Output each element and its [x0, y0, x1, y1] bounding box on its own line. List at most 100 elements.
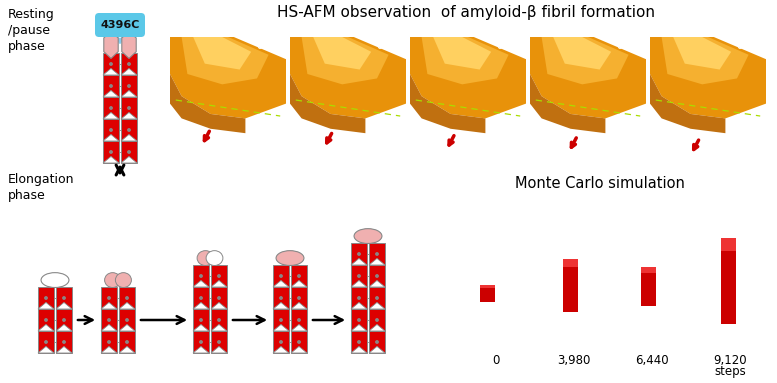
Circle shape	[743, 218, 747, 226]
Polygon shape	[291, 303, 307, 309]
Bar	[273, 287, 289, 309]
Polygon shape	[121, 134, 137, 141]
Circle shape	[45, 319, 47, 321]
Polygon shape	[650, 37, 766, 118]
Circle shape	[474, 218, 478, 226]
Text: Elongation
phase: Elongation phase	[8, 173, 75, 202]
Circle shape	[110, 107, 112, 109]
Circle shape	[562, 214, 566, 222]
Circle shape	[740, 330, 744, 338]
Circle shape	[731, 288, 735, 296]
Bar	[211, 331, 227, 353]
Bar	[56, 331, 72, 353]
Polygon shape	[661, 37, 748, 84]
Bar	[119, 287, 135, 309]
Polygon shape	[121, 90, 137, 97]
Circle shape	[549, 218, 552, 226]
Circle shape	[580, 260, 584, 268]
Polygon shape	[369, 324, 385, 331]
Circle shape	[108, 341, 110, 343]
Polygon shape	[119, 346, 135, 353]
Circle shape	[658, 336, 662, 344]
Bar	[193, 331, 209, 353]
Circle shape	[631, 238, 635, 246]
Circle shape	[754, 263, 758, 271]
Bar	[480, 285, 495, 288]
Circle shape	[754, 336, 758, 344]
Ellipse shape	[41, 273, 69, 288]
Bar	[369, 265, 385, 287]
Circle shape	[598, 330, 601, 338]
Bar	[38, 309, 54, 331]
Circle shape	[601, 340, 605, 348]
Circle shape	[672, 238, 676, 246]
Text: 0.4 s: 0.4 s	[737, 41, 762, 51]
Circle shape	[218, 275, 220, 277]
Circle shape	[676, 224, 680, 232]
Ellipse shape	[116, 273, 131, 288]
Polygon shape	[673, 37, 731, 70]
Bar	[351, 287, 367, 309]
Circle shape	[580, 221, 584, 229]
Circle shape	[723, 224, 726, 232]
Polygon shape	[103, 90, 119, 97]
Circle shape	[110, 85, 112, 87]
Circle shape	[660, 260, 664, 268]
Circle shape	[676, 340, 680, 348]
Circle shape	[126, 341, 128, 343]
Circle shape	[502, 280, 506, 288]
Circle shape	[504, 238, 508, 246]
Circle shape	[280, 319, 282, 321]
Bar	[641, 267, 656, 273]
Circle shape	[626, 218, 630, 226]
Circle shape	[126, 319, 128, 321]
Polygon shape	[291, 346, 307, 353]
Circle shape	[642, 340, 646, 348]
Bar	[101, 331, 117, 353]
Circle shape	[626, 336, 630, 344]
Bar	[351, 309, 367, 331]
Bar	[56, 309, 72, 331]
Ellipse shape	[105, 273, 120, 288]
Circle shape	[629, 322, 633, 330]
Polygon shape	[290, 37, 406, 118]
Bar	[291, 265, 307, 287]
Ellipse shape	[206, 250, 223, 265]
Polygon shape	[351, 259, 367, 265]
Text: steps: steps	[714, 365, 746, 378]
Circle shape	[127, 151, 131, 153]
Circle shape	[108, 297, 110, 299]
Polygon shape	[103, 69, 119, 75]
Text: Resting
/pause
phase: Resting /pause phase	[8, 8, 54, 53]
Polygon shape	[101, 346, 117, 353]
Polygon shape	[542, 37, 629, 84]
Bar	[193, 265, 209, 287]
Circle shape	[357, 341, 361, 343]
Polygon shape	[121, 156, 137, 163]
Circle shape	[200, 275, 202, 277]
Circle shape	[520, 333, 524, 341]
Polygon shape	[273, 324, 289, 331]
Circle shape	[467, 260, 471, 268]
Bar	[103, 53, 119, 75]
Polygon shape	[121, 69, 137, 75]
Circle shape	[357, 253, 361, 255]
Polygon shape	[273, 280, 289, 287]
Circle shape	[678, 330, 681, 338]
Circle shape	[218, 341, 220, 343]
Circle shape	[516, 246, 520, 254]
Circle shape	[127, 129, 131, 131]
Circle shape	[601, 246, 605, 254]
Polygon shape	[313, 37, 371, 70]
Circle shape	[376, 275, 378, 277]
Polygon shape	[211, 324, 227, 331]
Circle shape	[520, 224, 524, 232]
Circle shape	[624, 260, 628, 268]
Bar	[291, 287, 307, 309]
Circle shape	[298, 341, 300, 343]
Circle shape	[127, 85, 131, 87]
Polygon shape	[369, 259, 385, 265]
Circle shape	[513, 302, 517, 310]
Circle shape	[298, 297, 300, 299]
Circle shape	[576, 242, 580, 250]
